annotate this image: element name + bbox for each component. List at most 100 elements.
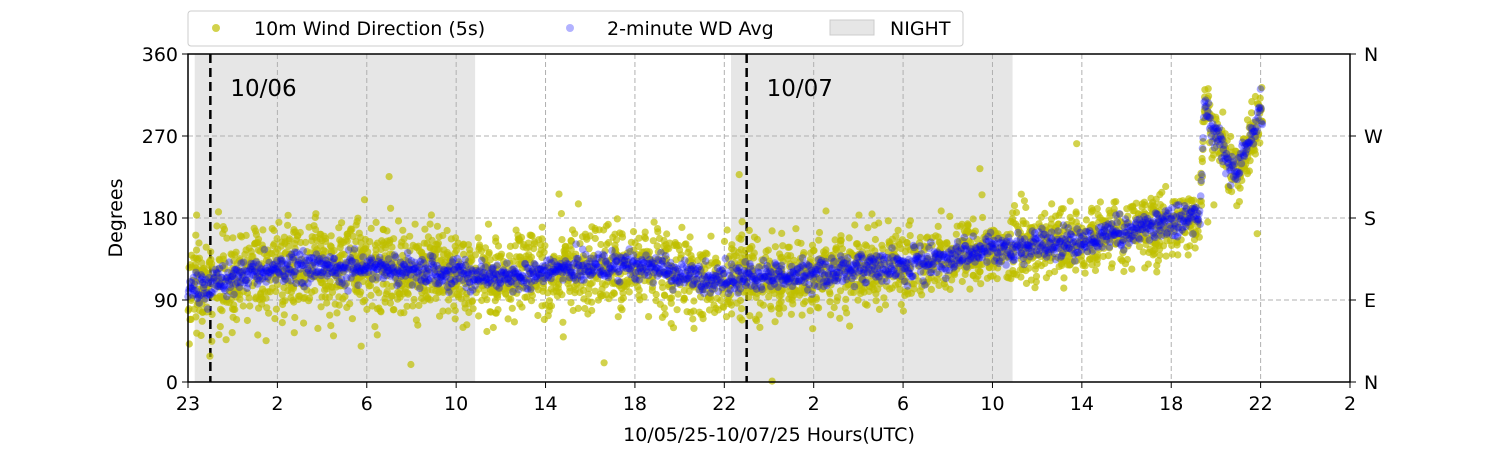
wd5s-point bbox=[690, 324, 698, 332]
wd5s-point bbox=[696, 293, 705, 301]
wd5s-point bbox=[603, 240, 611, 249]
avg-point bbox=[1054, 227, 1062, 235]
wd5s-point bbox=[421, 225, 429, 233]
wd5s-point bbox=[494, 306, 502, 314]
wd5s-point bbox=[976, 165, 984, 173]
wd5s-point bbox=[585, 284, 593, 292]
wd5s-point bbox=[422, 278, 430, 286]
avg-point bbox=[862, 278, 871, 287]
wd5s-point bbox=[977, 280, 985, 288]
avg-point bbox=[942, 274, 950, 283]
wd5s-point bbox=[1014, 241, 1022, 249]
avg-point bbox=[1189, 230, 1197, 238]
wd5s-point bbox=[291, 313, 299, 322]
wd5s-point bbox=[684, 267, 692, 275]
wd5s-point bbox=[720, 237, 729, 245]
wd5s-point bbox=[195, 299, 203, 307]
wd5s-point bbox=[1121, 235, 1129, 243]
wd5s-point bbox=[514, 235, 522, 243]
avg-point bbox=[850, 282, 859, 291]
wd5s-point bbox=[1093, 260, 1101, 268]
wd5s-point bbox=[787, 310, 796, 318]
wd5s-point bbox=[245, 294, 253, 302]
wd5s-point bbox=[1194, 174, 1202, 182]
wd5s-point bbox=[1213, 120, 1221, 128]
wd5s-point bbox=[387, 204, 395, 212]
wd5s-point bbox=[871, 235, 880, 244]
wd5s-point bbox=[558, 236, 566, 244]
wd5s-point bbox=[659, 283, 667, 291]
wd5s-point bbox=[1091, 266, 1100, 275]
wd5s-point bbox=[407, 360, 415, 369]
wd5s-point bbox=[1104, 252, 1112, 260]
wd5s-point bbox=[822, 246, 830, 254]
wd5s-point bbox=[491, 297, 499, 305]
wd5s-point bbox=[190, 305, 198, 313]
wd5s-point bbox=[777, 287, 786, 296]
wd5s-point bbox=[834, 293, 842, 301]
wd5s-point bbox=[827, 311, 835, 319]
avg-point bbox=[1198, 144, 1207, 153]
wd5s-point bbox=[620, 281, 628, 289]
wd5s-point bbox=[567, 237, 576, 245]
wd5s-point bbox=[1162, 182, 1170, 191]
wd5s-point bbox=[381, 298, 389, 306]
wd5s-point bbox=[1135, 243, 1144, 251]
wd5s-point bbox=[318, 236, 326, 244]
wd5s-point bbox=[743, 276, 751, 284]
wd5s-point bbox=[574, 304, 582, 312]
wd5s-point bbox=[959, 256, 968, 264]
wd5s-point bbox=[353, 218, 361, 226]
avg-point bbox=[1106, 238, 1114, 246]
wd5s-point bbox=[284, 221, 292, 229]
wd5s-point bbox=[396, 258, 404, 266]
wd5s-point bbox=[796, 258, 804, 266]
wd5s-point bbox=[1030, 238, 1038, 246]
wd5s-point bbox=[215, 331, 223, 339]
wd5s-point bbox=[270, 226, 278, 235]
wd5s-point bbox=[278, 319, 286, 327]
wd5s-point bbox=[678, 223, 686, 231]
wd5s-point bbox=[489, 323, 497, 332]
wd5s-point bbox=[800, 273, 808, 282]
wd5s-point bbox=[343, 230, 351, 238]
wd5s-point bbox=[770, 267, 778, 275]
wd5s-point bbox=[233, 316, 241, 324]
wd5s-point bbox=[381, 244, 390, 252]
wd5s-point bbox=[412, 316, 420, 324]
wd5s-point bbox=[315, 274, 324, 282]
wd5s-point bbox=[822, 207, 830, 215]
wd5s-point bbox=[277, 242, 285, 250]
wd5s-point bbox=[934, 233, 942, 241]
wd5s-point bbox=[1222, 146, 1230, 154]
wd5s-point bbox=[243, 316, 251, 325]
wd5s-point bbox=[312, 225, 320, 234]
wd5s-point bbox=[815, 228, 824, 237]
wd5s-point bbox=[496, 253, 504, 261]
wd5s-point bbox=[197, 331, 205, 340]
avg-point bbox=[478, 256, 486, 265]
wd5s-point bbox=[695, 308, 704, 316]
wd5s-point bbox=[258, 300, 266, 308]
wd5s-point bbox=[280, 311, 288, 319]
wd5s-point bbox=[771, 318, 779, 326]
wd5s-point bbox=[850, 252, 858, 260]
wd5s-point bbox=[1018, 246, 1026, 254]
wd5s-point bbox=[426, 220, 434, 228]
wd5s-point bbox=[1017, 190, 1025, 198]
wd5s-point bbox=[690, 297, 698, 305]
wd5s-point bbox=[809, 325, 817, 333]
wd5s-point bbox=[555, 190, 563, 198]
wd5s-point bbox=[228, 329, 236, 337]
wd5s-point bbox=[1204, 85, 1212, 93]
wd5s-point bbox=[683, 308, 691, 316]
wd5s-point bbox=[439, 231, 447, 240]
avg-point bbox=[1119, 246, 1128, 254]
wd5s-point bbox=[506, 242, 514, 250]
wd5s-point bbox=[676, 281, 684, 289]
wd5s-point bbox=[753, 235, 762, 244]
avg-point bbox=[777, 261, 786, 270]
wd5s-point bbox=[347, 225, 355, 233]
avg-point bbox=[1151, 233, 1159, 242]
